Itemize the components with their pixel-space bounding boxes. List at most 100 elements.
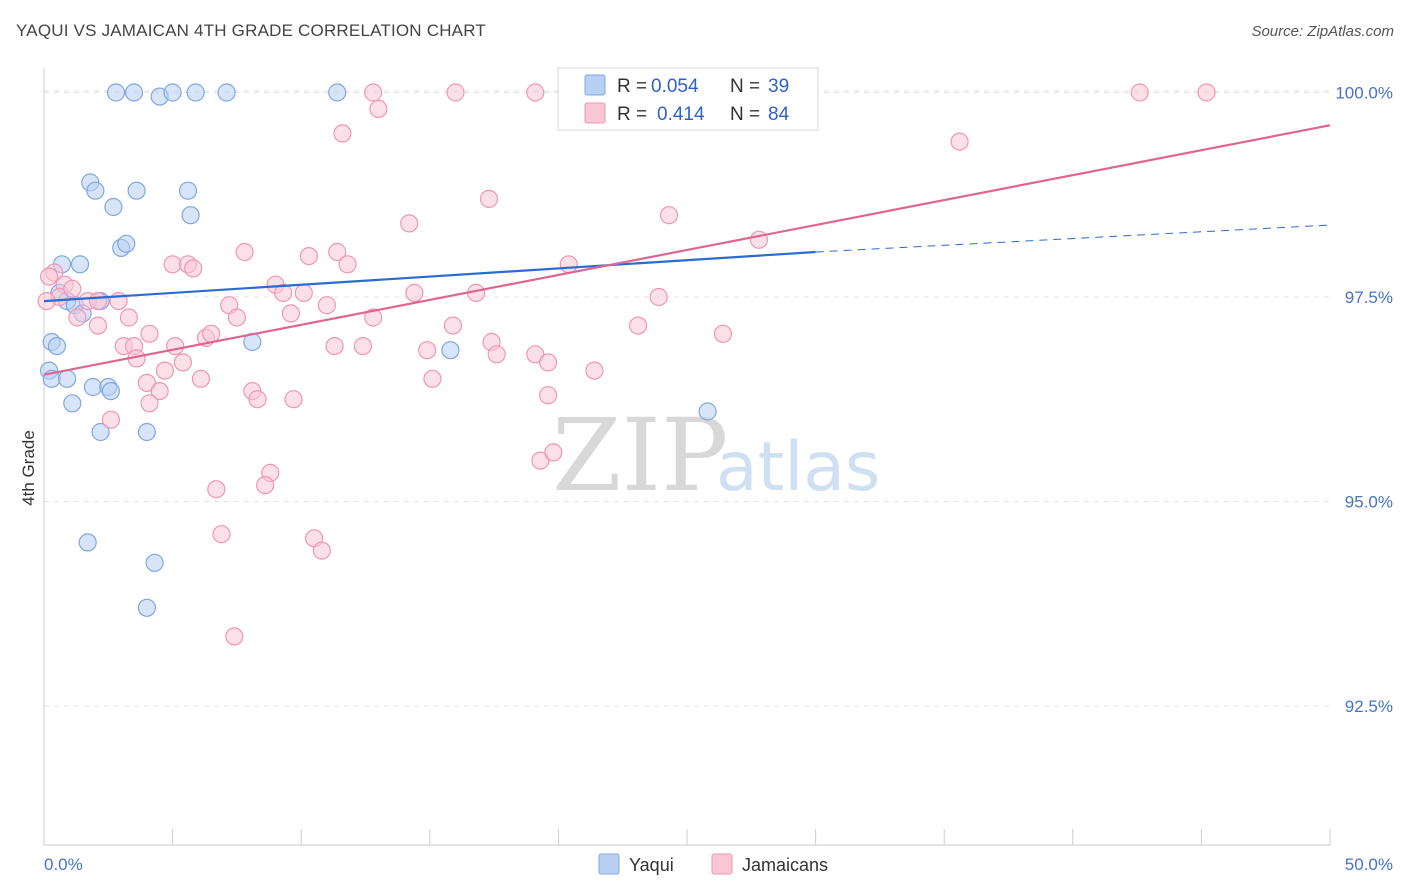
jamaicans-point-78: [212, 525, 231, 544]
yaqui-point-35: [698, 402, 717, 421]
jamaicans-point-1: [446, 83, 465, 102]
jamaicans-point-31: [649, 287, 668, 307]
jamaicans-point-81: [225, 627, 244, 646]
yaqui-point-38: [137, 598, 156, 617]
jamaicans-point-64: [191, 369, 210, 388]
y-axis-label: 4th Grade: [19, 430, 38, 506]
yaqui-points: [39, 83, 717, 617]
jamaicans-point-19: [184, 259, 203, 278]
jamaicans-point-63: [137, 373, 156, 392]
jamaicans-point-60: [155, 361, 174, 380]
jamaicans-point-28: [294, 283, 313, 302]
yaqui-point-11: [178, 181, 198, 200]
stats-legend-yaqui-r-label: R =: [617, 76, 647, 97]
jamaicans-point-52: [166, 337, 185, 356]
x-tick-label-left: 0.0%: [44, 855, 83, 874]
yaqui-point-34: [137, 422, 156, 442]
jamaicans-point-37: [281, 304, 300, 323]
jamaicans-point-70: [140, 394, 159, 413]
watermark-zip: ZIP: [552, 397, 728, 514]
legend-jamaicans-swatch: [711, 853, 733, 875]
jamaicans-point-59: [173, 353, 192, 372]
yaqui-point-0: [106, 83, 126, 102]
jamaicans-point-9: [950, 132, 969, 151]
stats-legend: R = 0.054 N = 39 R = 0.414 N = 84: [557, 67, 819, 131]
yaqui-point-1: [124, 83, 144, 102]
jamaicans-point-33: [88, 292, 108, 311]
yaqui-point-37: [145, 553, 164, 572]
x-tick-label-right: 50.0%: [1345, 855, 1393, 874]
stats-legend-jam-n-value: 84: [768, 104, 790, 125]
yaqui-point-28: [441, 341, 460, 360]
jamaicans-point-39: [68, 308, 87, 327]
jamaicans-point-76: [256, 476, 275, 495]
y-tick-label-0: 100.0%: [1335, 84, 1393, 103]
jamaicans-point-69: [284, 390, 303, 409]
yaqui-point-4: [186, 83, 205, 102]
jamaicans-point-16: [328, 242, 347, 262]
axes: [43, 68, 1331, 846]
jamaicans-point-47: [202, 324, 221, 343]
yaqui-point-36: [78, 533, 97, 552]
jamaicans-point-38: [364, 308, 383, 327]
jamaicans-point-45: [140, 324, 159, 343]
jamaicans-point-77: [207, 480, 226, 499]
stats-legend-yaqui-n-label: N =: [730, 76, 760, 97]
jamaicans-points: [37, 83, 1216, 646]
jamaicans-point-73: [531, 451, 550, 470]
y-tick-label-3: 92.5%: [1345, 697, 1393, 716]
jamaicans-point-11: [659, 206, 679, 225]
jamaicans-point-72: [101, 410, 121, 429]
yaqui-point-26: [57, 369, 77, 388]
y-tick-label-1: 97.5%: [1345, 288, 1393, 307]
jamaicans-point-14: [235, 242, 254, 262]
jamaicans-trend-line: [43, 124, 1331, 376]
jamaicans-point-41: [227, 308, 246, 327]
jamaicans-point-2: [526, 83, 545, 102]
stats-legend-jam-n-label: N =: [730, 104, 760, 125]
jamaicans-point-15: [299, 247, 318, 266]
yaqui-trend-line: [43, 250, 816, 303]
yaqui-point-3: [163, 83, 182, 102]
trend-lines: [43, 124, 1331, 376]
jamaicans-point-10: [479, 189, 499, 208]
jamaicans-point-65: [423, 369, 442, 388]
jamaicans-point-7: [369, 99, 388, 119]
jamaicans-point-36: [317, 296, 336, 315]
stats-legend-yaqui-r-value: 0.054: [651, 76, 699, 97]
yaqui-point-14: [117, 234, 136, 253]
yaqui-point-9: [127, 181, 146, 200]
jamaicans-point-29: [405, 283, 424, 302]
jamaicans-point-5: [1130, 83, 1149, 102]
jamaicans-point-6: [1197, 83, 1216, 102]
jamaicans-point-80: [312, 541, 331, 560]
jamaicans-point-8: [333, 124, 352, 143]
yaqui-trend-extension: [815, 224, 1331, 253]
yaqui-point-8: [86, 181, 105, 200]
jamaicans-point-62: [585, 361, 604, 380]
jamaicans-point-61: [538, 353, 558, 372]
jamaicans-point-74: [544, 443, 563, 462]
yaqui-point-5: [217, 83, 236, 102]
jamaicans-point-55: [418, 341, 437, 360]
watermark-atlas: atlas: [716, 428, 880, 507]
jamaicans-point-40: [119, 308, 138, 327]
jamaicans-point-53: [325, 337, 344, 356]
yaqui-point-10: [104, 197, 123, 217]
jamaicans-point-0: [364, 83, 383, 102]
chart-title: YAQUI VS JAMAICAN 4TH GRADE CORRELATION …: [16, 21, 486, 40]
jamaicans-point-17: [163, 255, 182, 274]
jamaicans-point-25: [63, 279, 82, 298]
jamaicans-point-44: [628, 316, 648, 335]
stats-legend-jam-r-label: R =: [617, 104, 647, 125]
jamaicans-point-12: [400, 214, 419, 233]
stats-legend-jam-r-value: 0.414: [657, 104, 705, 125]
legend-yaqui-swatch: [598, 853, 620, 875]
jamaicans-point-83: [39, 267, 59, 286]
series-legend: Yaqui Jamaicans: [598, 853, 828, 875]
y-axis-title: 4th Grade: [19, 430, 38, 506]
stats-legend-jam-swatch: [584, 102, 606, 124]
yaqui-point-16: [70, 255, 90, 274]
